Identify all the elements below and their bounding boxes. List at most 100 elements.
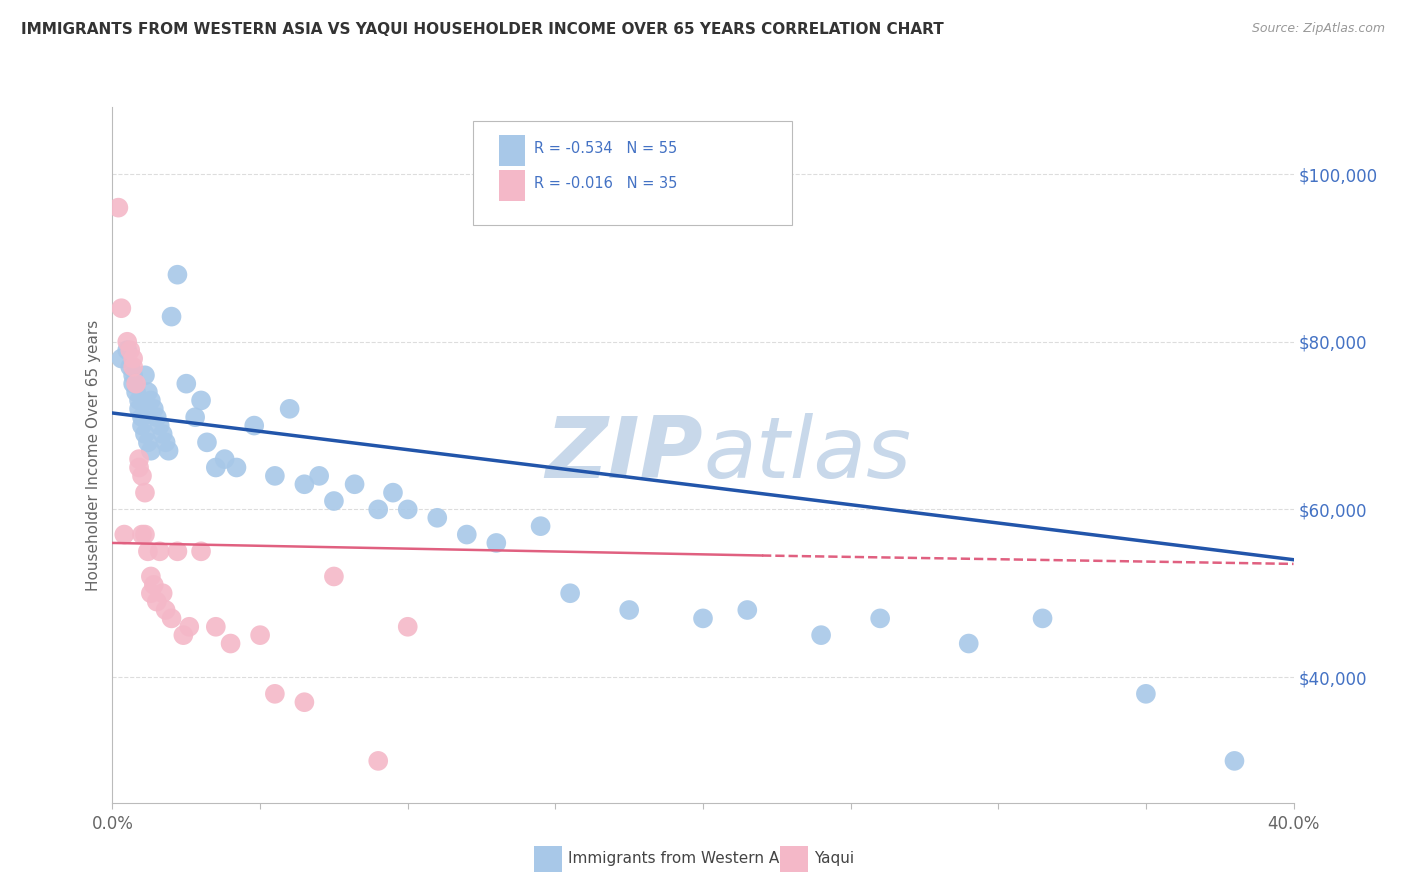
- Point: [110, 351, 132, 366]
- Point: [225, 460, 247, 475]
- Point: [134, 368, 156, 383]
- Point: [160, 611, 183, 625]
- Point: [184, 410, 207, 425]
- Point: [1135, 687, 1157, 701]
- Point: [214, 452, 236, 467]
- Point: [136, 544, 159, 558]
- Point: [323, 494, 346, 508]
- Point: [117, 334, 138, 349]
- Text: Immigrants from Western Asia: Immigrants from Western Asia: [568, 852, 801, 866]
- Point: [1032, 611, 1054, 625]
- Point: [243, 418, 266, 433]
- Point: [149, 418, 172, 433]
- Text: R = -0.534   N = 55: R = -0.534 N = 55: [534, 141, 678, 156]
- Point: [146, 410, 169, 425]
- Point: [128, 452, 150, 467]
- Text: atlas: atlas: [703, 413, 911, 497]
- Point: [139, 569, 162, 583]
- Point: [149, 544, 172, 558]
- Point: [456, 527, 478, 541]
- Point: [120, 343, 142, 358]
- Point: [810, 628, 832, 642]
- Point: [264, 687, 287, 701]
- Point: [396, 620, 419, 634]
- Point: [155, 603, 177, 617]
- Point: [219, 636, 242, 650]
- Point: [142, 578, 165, 592]
- Point: [136, 385, 159, 400]
- Point: [205, 460, 228, 475]
- Point: [112, 527, 135, 541]
- Text: R = -0.016   N = 35: R = -0.016 N = 35: [534, 176, 678, 191]
- Text: Yaqui: Yaqui: [814, 852, 855, 866]
- Point: [122, 368, 145, 383]
- Point: [166, 544, 188, 558]
- Point: [205, 620, 228, 634]
- Point: [172, 628, 194, 642]
- Point: [396, 502, 419, 516]
- Point: [134, 527, 156, 541]
- Point: [128, 393, 150, 408]
- Point: [128, 460, 150, 475]
- Point: [152, 586, 174, 600]
- Point: [122, 359, 145, 374]
- Point: [155, 435, 177, 450]
- Point: [278, 401, 301, 416]
- Point: [249, 628, 271, 642]
- Point: [146, 594, 169, 608]
- Point: [120, 359, 142, 374]
- Point: [195, 435, 218, 450]
- Point: [139, 393, 162, 408]
- Point: [957, 636, 980, 650]
- Text: IMMIGRANTS FROM WESTERN ASIA VS YAQUI HOUSEHOLDER INCOME OVER 65 YEARS CORRELATI: IMMIGRANTS FROM WESTERN ASIA VS YAQUI HO…: [21, 22, 943, 37]
- Point: [737, 603, 759, 617]
- Point: [128, 401, 150, 416]
- Point: [125, 385, 148, 400]
- Bar: [499, 169, 524, 201]
- Point: [174, 376, 197, 391]
- Point: [529, 519, 551, 533]
- Text: ZIP: ZIP: [546, 413, 703, 497]
- Point: [558, 586, 582, 600]
- Point: [107, 201, 129, 215]
- Point: [157, 443, 180, 458]
- Point: [426, 510, 449, 524]
- Y-axis label: Householder Income Over 65 years: Householder Income Over 65 years: [86, 319, 101, 591]
- Point: [152, 427, 174, 442]
- Bar: [499, 135, 524, 166]
- Point: [136, 435, 159, 450]
- Point: [367, 754, 389, 768]
- FancyBboxPatch shape: [472, 121, 792, 226]
- Point: [166, 268, 188, 282]
- Point: [343, 477, 366, 491]
- Point: [139, 443, 162, 458]
- Point: [125, 376, 148, 391]
- Point: [134, 485, 156, 500]
- Point: [190, 393, 212, 408]
- Point: [308, 468, 330, 483]
- Point: [323, 569, 346, 583]
- Point: [131, 418, 153, 433]
- Point: [122, 351, 145, 366]
- Point: [190, 544, 212, 558]
- Point: [142, 401, 165, 416]
- Point: [134, 427, 156, 442]
- Point: [692, 611, 714, 625]
- Point: [179, 620, 201, 634]
- Text: Source: ZipAtlas.com: Source: ZipAtlas.com: [1251, 22, 1385, 36]
- Point: [382, 485, 405, 500]
- Point: [367, 502, 389, 516]
- Point: [139, 586, 162, 600]
- Point: [131, 468, 153, 483]
- Point: [485, 536, 508, 550]
- Point: [619, 603, 641, 617]
- Point: [292, 695, 315, 709]
- Point: [117, 343, 138, 358]
- Point: [131, 527, 153, 541]
- Point: [264, 468, 287, 483]
- Point: [292, 477, 315, 491]
- Point: [110, 301, 132, 316]
- Point: [1223, 754, 1246, 768]
- Point: [131, 410, 153, 425]
- Point: [122, 376, 145, 391]
